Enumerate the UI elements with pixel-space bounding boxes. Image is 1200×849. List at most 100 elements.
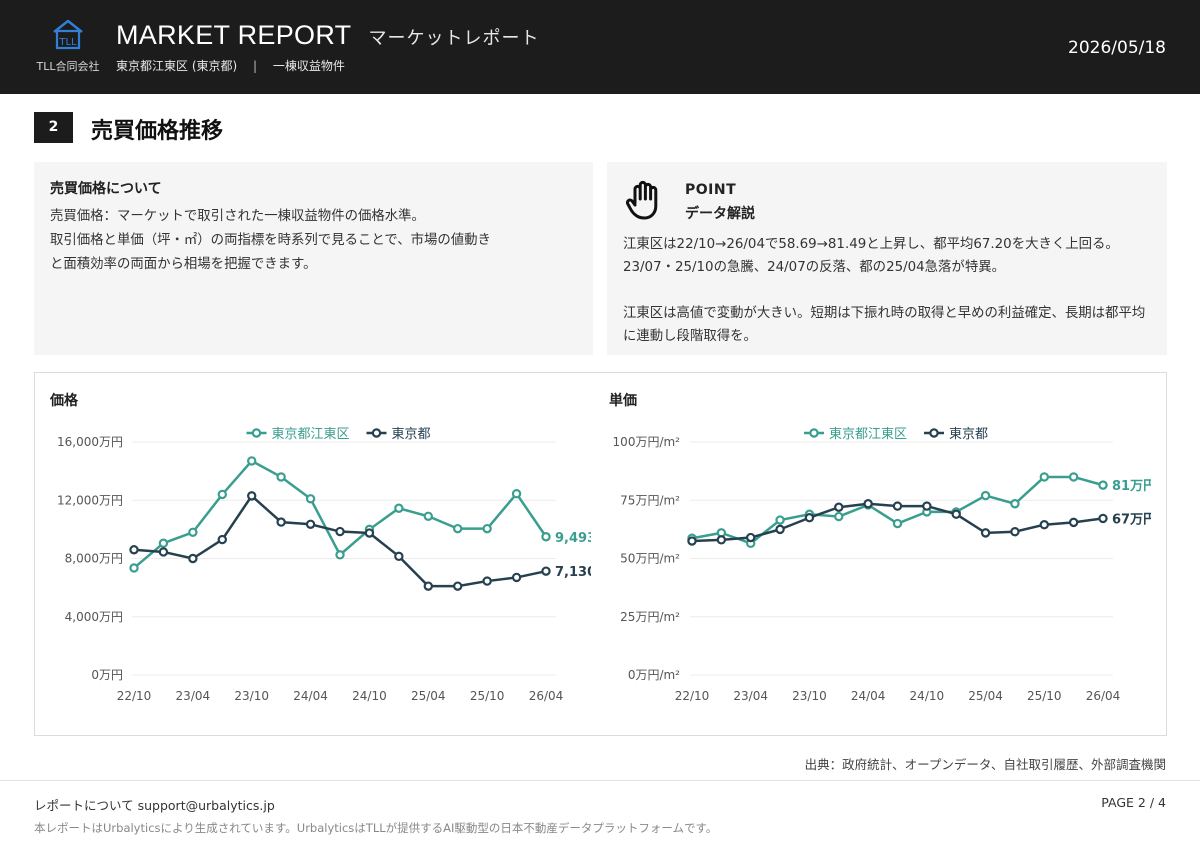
data-point bbox=[305, 519, 316, 529]
data-point bbox=[541, 532, 551, 542]
x-tick-label: 22/10 bbox=[117, 689, 152, 703]
y-tick-label: 0万円/m² bbox=[628, 668, 680, 682]
data-point bbox=[834, 502, 844, 512]
price-chart-title: 価格 bbox=[50, 393, 78, 409]
y-tick-label: 4,000万円 bbox=[65, 610, 123, 624]
point-paragraph: 江東区は高値で変動が大きい。短期は下振れ時の取得と早めの利益確定、長期は都平均に… bbox=[623, 306, 1146, 344]
end-value-label: 7,130万円 bbox=[555, 565, 591, 580]
point-title: データ解説 bbox=[685, 206, 755, 222]
about-heading: 売買価格について bbox=[50, 181, 162, 197]
report-header: TLL TLL合同会社 MARKET REPORT マーケットレポート 東京都江… bbox=[0, 0, 1200, 94]
footer-divider bbox=[0, 780, 1200, 781]
about-line: 取引価格と単価（坪・㎡）の両指標を時系列で見ることで、市場の値動き bbox=[50, 233, 491, 248]
legend-marker bbox=[251, 428, 262, 438]
legend-label: 東京都 bbox=[949, 426, 988, 442]
data-point bbox=[305, 494, 316, 504]
data-point bbox=[423, 511, 433, 521]
data-point bbox=[129, 545, 139, 555]
x-tick-label: 24/10 bbox=[352, 689, 387, 703]
x-tick-label: 26/04 bbox=[529, 689, 564, 703]
x-tick-label: 23/04 bbox=[733, 689, 768, 703]
y-tick-label: 8,000万円 bbox=[65, 552, 123, 566]
data-point bbox=[158, 538, 169, 548]
about-line: と面積効率の両面から相場を把握できます。 bbox=[50, 257, 317, 272]
y-tick-label: 0万円 bbox=[91, 668, 123, 682]
legend-marker bbox=[371, 428, 382, 438]
unit-price-chart: 0万円/m² 25万円/m² 50万円/m² 75万円/m² 100万円/m² 22/10… bbox=[613, 426, 1151, 703]
data-point bbox=[247, 456, 257, 466]
data-point bbox=[1098, 480, 1108, 490]
about-box: 売買価格について 売買価格：マーケットで取引された一棟収益物件の価格水準。 取引… bbox=[34, 162, 593, 355]
y-tick-label: 75万円/m² bbox=[620, 493, 680, 507]
x-tick-label: 23/10 bbox=[792, 689, 827, 703]
data-point bbox=[892, 501, 903, 511]
x-tick-label: 24/10 bbox=[910, 689, 945, 703]
end-value-label: 9,493万円 bbox=[555, 531, 591, 546]
point-paragraph: 江東区は22/10→26/04で58.69→81.49と上昇し、都平均67.20… bbox=[623, 237, 1119, 275]
legend-label: 東京都江東区 bbox=[829, 426, 907, 442]
data-point bbox=[1039, 520, 1049, 530]
data-point bbox=[511, 488, 522, 499]
data-point bbox=[716, 535, 727, 545]
x-tick-label: 25/10 bbox=[470, 689, 505, 703]
svg-text:TLL: TLL bbox=[58, 37, 77, 48]
source-note: 出典：政府統計、オープンデータ、自社取引履歴、外部調査機関 bbox=[804, 757, 1166, 772]
legend-marker bbox=[809, 428, 819, 438]
end-value-label: 81万円/m² bbox=[1112, 479, 1151, 494]
hand-pointer-icon bbox=[625, 180, 658, 220]
data-point bbox=[1068, 472, 1079, 482]
legend-marker bbox=[929, 428, 939, 438]
report-title: MARKET REPORT bbox=[116, 20, 352, 50]
data-point bbox=[951, 509, 961, 519]
data-point bbox=[394, 551, 404, 562]
page-indicator: PAGE 2 / 4 bbox=[1101, 795, 1166, 810]
section-title: 売買価格推移 bbox=[91, 119, 224, 144]
data-point bbox=[276, 517, 286, 527]
data-point bbox=[453, 581, 463, 591]
data-point bbox=[1039, 472, 1049, 482]
data-point bbox=[922, 501, 932, 511]
data-point bbox=[804, 513, 815, 523]
y-tick-label: 16,000万円 bbox=[57, 435, 123, 449]
area-label: 東京都江東区 (東京都) bbox=[116, 59, 238, 73]
price-chart: 0万円 4,000万円 8,000万円 12,000万円 16,000万円 22/10 23… bbox=[57, 426, 591, 703]
x-tick-label: 25/10 bbox=[1027, 689, 1062, 703]
data-point bbox=[188, 553, 198, 564]
house-logo-icon: TLL bbox=[53, 19, 83, 50]
company-name: TLL合同会社 bbox=[36, 60, 100, 73]
section-number: 2 bbox=[34, 112, 73, 143]
data-point bbox=[453, 523, 463, 534]
legend-label: 東京都 bbox=[392, 426, 431, 442]
data-point bbox=[1068, 517, 1079, 528]
data-point bbox=[834, 511, 844, 522]
about-line: 売買価格：マーケットで取引された一棟収益物件の価格水準。 bbox=[50, 209, 425, 224]
point-label: POINT bbox=[685, 182, 737, 198]
data-point bbox=[423, 581, 433, 591]
x-tick-label: 23/04 bbox=[176, 689, 211, 703]
x-tick-label: 23/10 bbox=[234, 689, 269, 703]
data-point bbox=[188, 527, 198, 537]
end-value-label: 67万円/m² bbox=[1112, 512, 1151, 527]
data-point bbox=[482, 576, 492, 586]
x-tick-label: 25/04 bbox=[411, 689, 446, 703]
y-tick-label: 12,000万円 bbox=[57, 493, 123, 507]
data-point bbox=[394, 503, 404, 513]
x-tick-label: 24/04 bbox=[851, 689, 886, 703]
legend-label: 東京都江東区 bbox=[272, 426, 350, 442]
property-type-label: 一棟収益物件 bbox=[272, 59, 345, 73]
data-point bbox=[1098, 513, 1108, 524]
data-point bbox=[1010, 527, 1020, 537]
y-tick-label: 25万円/m² bbox=[620, 610, 680, 624]
report-title-jp: マーケットレポート bbox=[368, 28, 540, 49]
y-tick-label: 100万円/m² bbox=[613, 435, 681, 449]
data-point bbox=[775, 524, 785, 535]
data-point bbox=[158, 547, 169, 557]
data-point bbox=[746, 532, 756, 543]
data-point bbox=[335, 526, 345, 537]
subline-separator: | bbox=[253, 59, 258, 73]
company-logo: TLL TLL合同会社 bbox=[30, 18, 106, 74]
data-point bbox=[364, 528, 375, 538]
data-point bbox=[247, 491, 257, 501]
point-box: POINT データ解説 江東区は22/10→26/04で58.69→81.49と… bbox=[607, 162, 1167, 355]
y-tick-label: 50万円/m² bbox=[620, 552, 680, 566]
